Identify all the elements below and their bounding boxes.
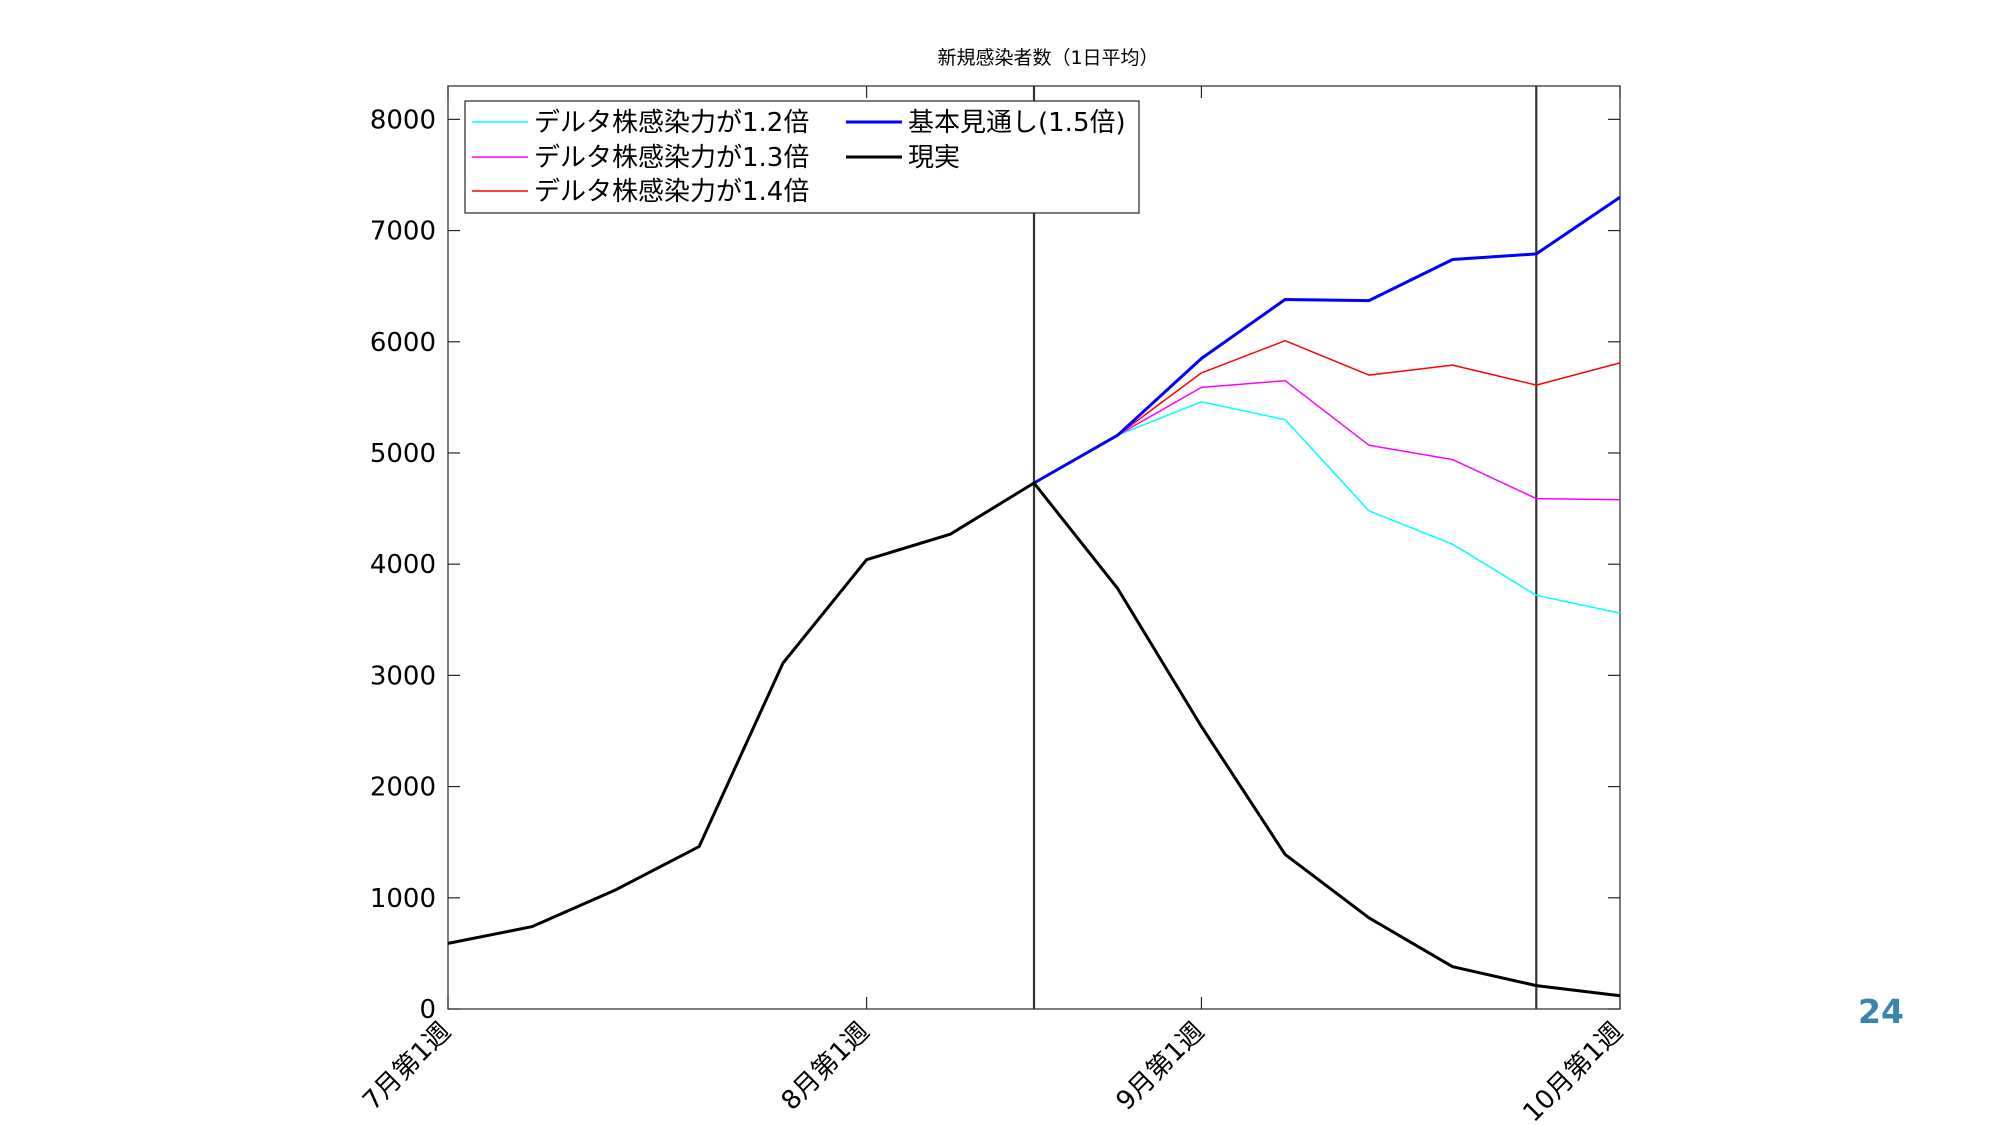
y-tick-label: 0 xyxy=(419,995,436,1025)
y-tick-label: 7000 xyxy=(370,217,436,247)
legend-box xyxy=(464,100,1140,214)
y-tick-label: 5000 xyxy=(370,439,436,469)
legend-label: 基本見通し(1.5倍) xyxy=(908,108,1126,138)
series-line-3 xyxy=(1033,339,1621,484)
chart-title: 新規感染者数（1日平均） xyxy=(937,47,1158,69)
x-tick-label: 10月第1週 xyxy=(1517,1017,1628,1125)
legend-label: デルタ株感染力が1.4倍 xyxy=(534,177,809,207)
y-tick-label: 8000 xyxy=(370,105,436,135)
y-tick-label: 1000 xyxy=(370,884,436,914)
page-number: 24 xyxy=(1858,992,1904,1031)
y-tick-label: 3000 xyxy=(370,661,436,691)
legend-label: デルタ株感染力が1.2倍 xyxy=(534,108,809,138)
x-tick-label: 8月第1週 xyxy=(776,1017,876,1117)
series-line-2 xyxy=(1033,379,1621,501)
x-tick-label: 9月第1週 xyxy=(1111,1017,1211,1117)
y-tick-label: 2000 xyxy=(370,773,436,803)
series-line-5 xyxy=(447,481,1621,998)
series-line-4 xyxy=(1033,195,1621,485)
y-tick-label: 6000 xyxy=(370,328,436,358)
legend-label: 現実 xyxy=(908,143,960,173)
series-line-1 xyxy=(1033,401,1621,614)
x-tick-label: 7月第1週 xyxy=(357,1017,457,1117)
legend-label: デルタ株感染力が1.3倍 xyxy=(534,143,809,173)
y-tick-label: 4000 xyxy=(370,550,436,580)
